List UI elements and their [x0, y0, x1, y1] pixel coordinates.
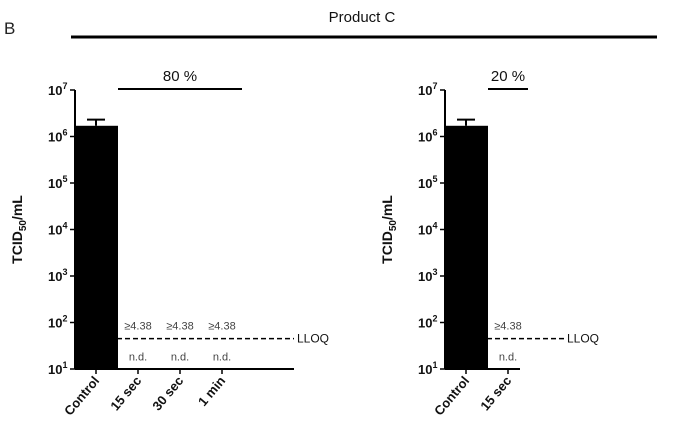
y-tick-exponent: 2	[432, 314, 437, 324]
lloq-label: LLOQ	[567, 332, 599, 346]
y-tick-label: 107	[48, 81, 67, 98]
y-tick-label: 107	[418, 81, 437, 98]
bar	[74, 125, 118, 370]
y-tick-base: 10	[48, 83, 62, 98]
lod-annotation: ≥4.38	[166, 321, 193, 333]
y-tick-exponent: 1	[62, 360, 67, 370]
x-category-label: Control	[61, 373, 102, 418]
y-tick-label: 101	[418, 360, 437, 377]
y-tick-base: 10	[48, 269, 62, 284]
y-tick-exponent: 1	[432, 360, 437, 370]
y-axis-title-main: TCID	[9, 231, 25, 264]
y-tick-label: 102	[48, 314, 67, 331]
y-tick-base: 10	[48, 176, 62, 191]
x-category-label: Control	[431, 373, 472, 418]
y-tick-base: 10	[418, 316, 432, 331]
y-tick-base: 10	[418, 176, 432, 191]
concentration-label: 20 %	[491, 68, 525, 85]
x-category-label: 15 sec	[477, 373, 514, 413]
x-category-label: 1 min	[195, 373, 228, 409]
not-detected-annotation: n.d.	[213, 352, 231, 364]
y-tick-exponent: 4	[432, 221, 437, 231]
y-tick-label: 101	[48, 360, 67, 377]
not-detected-annotation: n.d.	[129, 352, 147, 364]
y-tick-base: 10	[48, 130, 62, 145]
y-tick-base: 10	[48, 223, 62, 238]
y-tick-base: 10	[418, 130, 432, 145]
y-tick-base: 10	[418, 362, 432, 377]
x-category-label: 30 sec	[149, 373, 186, 413]
y-tick-label: 103	[418, 267, 437, 284]
y-axis-title-subscript: 50	[18, 220, 29, 232]
y-tick-base: 10	[418, 269, 432, 284]
y-tick-exponent: 3	[62, 267, 67, 277]
y-tick-label: 103	[48, 267, 67, 284]
y-tick-base: 10	[418, 223, 432, 238]
y-axis-title-subscript: 50	[388, 220, 399, 232]
y-tick-label: 104	[418, 221, 437, 238]
y-tick-label: 105	[48, 174, 67, 191]
y-tick-base: 10	[48, 316, 62, 331]
not-detected-annotation: n.d.	[499, 352, 517, 364]
y-tick-exponent: 6	[432, 128, 437, 138]
y-axis-title-unit: /mL	[379, 195, 395, 220]
y-tick-exponent: 4	[62, 221, 67, 231]
y-tick-exponent: 7	[62, 81, 67, 91]
y-tick-label: 106	[418, 128, 437, 145]
lod-annotation: ≥4.38	[124, 321, 151, 333]
y-tick-label: 105	[418, 174, 437, 191]
bar	[444, 125, 488, 370]
y-tick-exponent: 5	[432, 174, 437, 184]
lod-annotation: ≥4.38	[208, 321, 235, 333]
y-tick-exponent: 7	[432, 81, 437, 91]
y-axis-title-unit: /mL	[9, 195, 25, 220]
y-tick-exponent: 5	[62, 174, 67, 184]
y-axis-title: TCID50/mL	[9, 195, 29, 264]
y-tick-label: 104	[48, 221, 67, 238]
not-detected-annotation: n.d.	[171, 352, 189, 364]
y-tick-exponent: 6	[62, 128, 67, 138]
panel-letter: B	[4, 19, 15, 38]
product-header: Product C	[329, 9, 396, 26]
y-axis-title: TCID50/mL	[379, 195, 399, 264]
lloq-label: LLOQ	[297, 332, 329, 346]
y-tick-base: 10	[48, 362, 62, 377]
y-tick-base: 10	[418, 83, 432, 98]
concentration-label: 80 %	[163, 68, 197, 85]
y-tick-exponent: 2	[62, 314, 67, 324]
y-tick-label: 106	[48, 128, 67, 145]
lod-annotation: ≥4.38	[494, 321, 521, 333]
y-tick-label: 102	[418, 314, 437, 331]
y-tick-exponent: 3	[432, 267, 437, 277]
x-category-label: 15 sec	[107, 373, 144, 413]
y-axis-title-main: TCID	[379, 231, 395, 264]
